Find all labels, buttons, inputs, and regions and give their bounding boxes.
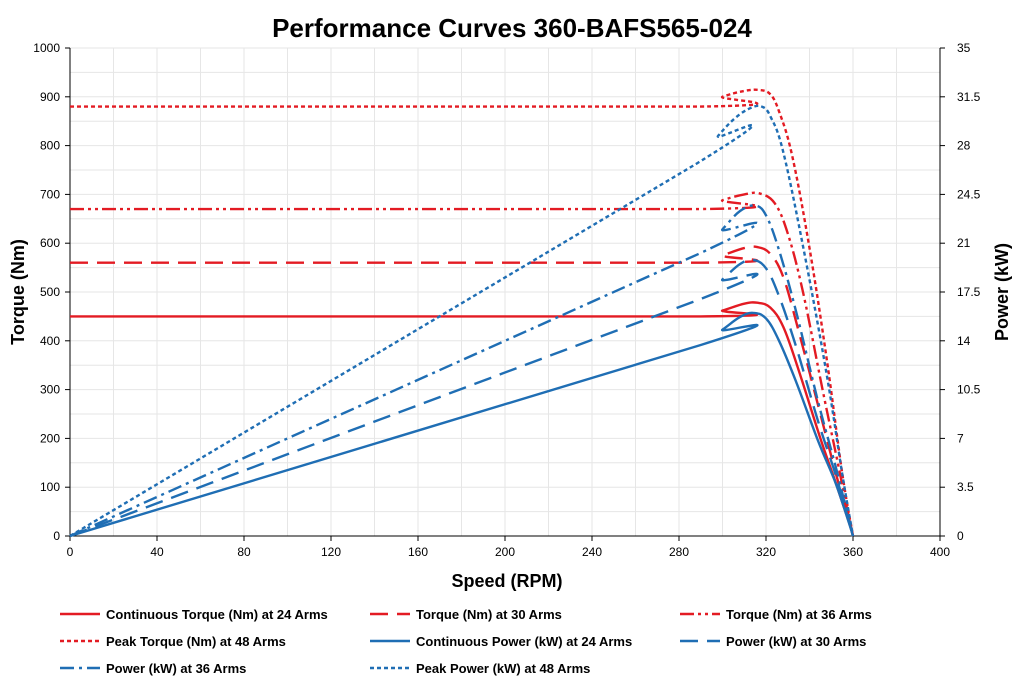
y-tick-label: 600 <box>40 236 60 250</box>
y2-tick-label: 0 <box>957 529 964 543</box>
y2-tick-label: 28 <box>957 139 971 153</box>
series-line-6 <box>69 258 855 538</box>
x-tick-label: 320 <box>756 545 776 559</box>
axes: 0 40 80 120 160 200 240 280 320 360 40001002003004… <box>33 41 980 559</box>
y-tick-label: 700 <box>40 187 60 201</box>
y2-tick-label: 3.5 <box>957 480 974 494</box>
y-tick-label: 800 <box>40 139 60 153</box>
gridlines <box>69 47 941 537</box>
y-tick-label: 300 <box>40 383 60 397</box>
series-lines <box>69 88 855 538</box>
x-tick-label: 240 <box>582 545 602 559</box>
legend-label: Power (kW) at 36 Arms <box>106 661 246 676</box>
y2-tick-label: 21 <box>957 236 971 250</box>
x-tick-label: 40 <box>150 545 164 559</box>
y-axis-title: Torque (Nm) <box>8 239 28 345</box>
y-tick-label: 1000 <box>33 41 60 55</box>
legend-label: Continuous Power (kW) at 24 Arms <box>416 634 632 649</box>
x-tick-label: 400 <box>930 545 950 559</box>
y2-tick-label: 10.5 <box>957 383 981 397</box>
legend-label: Continuous Torque (Nm) at 24 Arms <box>106 607 328 622</box>
y2-axis-title: Power (kW) <box>992 243 1012 341</box>
x-tick-label: 0 <box>67 545 74 559</box>
x-tick-label: 160 <box>408 545 428 559</box>
chart-title: Performance Curves 360-BAFS565-024 <box>272 13 752 43</box>
x-tick-label: 120 <box>321 545 341 559</box>
legend-label: Peak Power (kW) at 48 Arms <box>416 661 590 676</box>
series-line-8 <box>69 104 855 538</box>
legend-label: Peak Torque (Nm) at 48 Arms <box>106 634 286 649</box>
legend-label: Power (kW) at 30 Arms <box>726 634 866 649</box>
legend-label: Torque (Nm) at 36 Arms <box>726 607 872 622</box>
y2-tick-label: 14 <box>957 334 971 348</box>
x-tick-label: 80 <box>237 545 251 559</box>
y-tick-label: 100 <box>40 480 60 494</box>
series-line-5 <box>69 311 855 538</box>
legend-label: Torque (Nm) at 30 Arms <box>416 607 562 622</box>
y-tick-label: 900 <box>40 90 60 104</box>
legend: Continuous Torque (Nm) at 24 Arms Torque … <box>60 607 872 676</box>
y-tick-label: 200 <box>40 431 60 445</box>
series-line-7 <box>69 204 855 538</box>
y2-tick-label: 24.5 <box>957 187 981 201</box>
x-axis-title: Speed (RPM) <box>451 571 562 591</box>
y2-tick-label: 31.5 <box>957 90 981 104</box>
x-tick-label: 200 <box>495 545 515 559</box>
y2-tick-label: 17.5 <box>957 285 981 299</box>
series-line-4 <box>70 88 855 537</box>
y-tick-label: 0 <box>53 529 60 543</box>
x-tick-label: 360 <box>843 545 863 559</box>
y-tick-label: 500 <box>40 285 60 299</box>
y-tick-label: 400 <box>40 334 60 348</box>
series-line-3 <box>70 191 855 537</box>
x-tick-label: 280 <box>669 545 689 559</box>
series-line-2 <box>70 245 855 537</box>
y2-tick-label: 35 <box>957 41 971 55</box>
y2-tick-label: 7 <box>957 431 964 445</box>
